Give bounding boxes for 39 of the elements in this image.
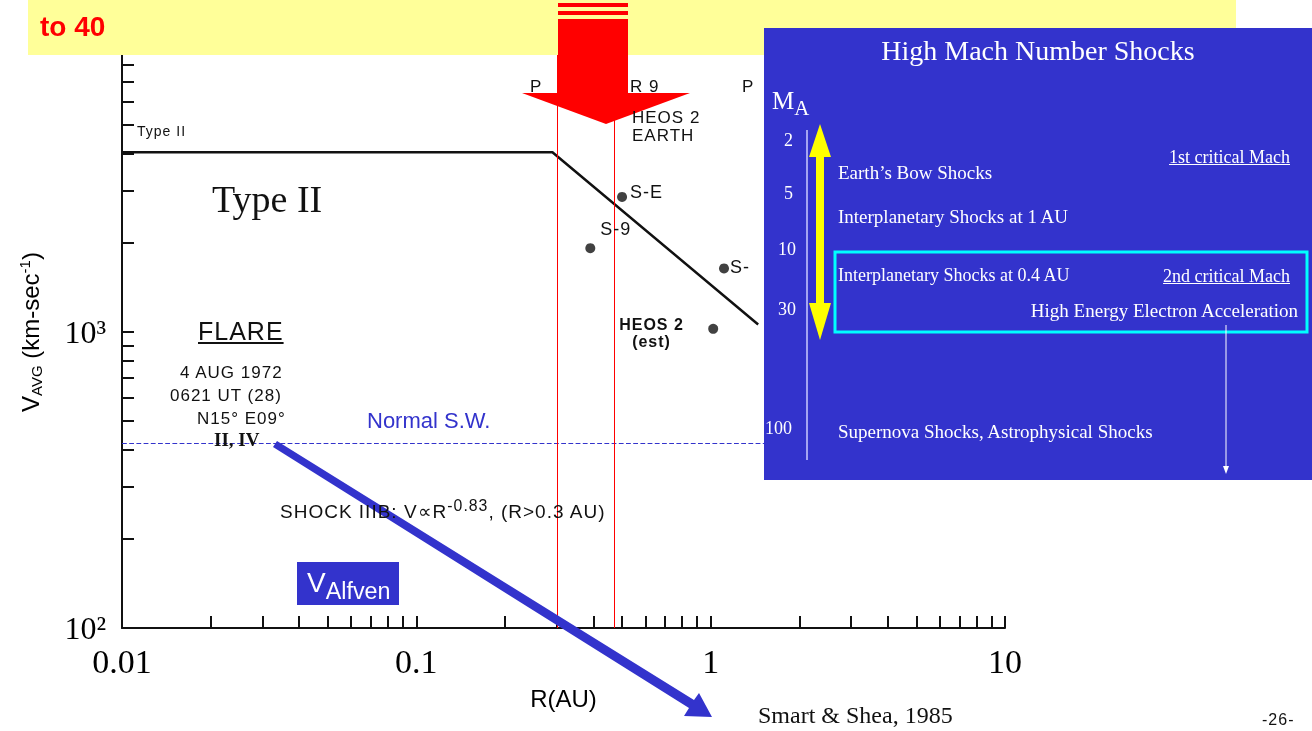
- annotation: M$_{A}$: [772, 87, 810, 120]
- annotation: II, IV: [214, 429, 260, 450]
- annotation: S-: [730, 257, 750, 278]
- annotation: Interplanetary Shocks at 0.4 AU: [838, 265, 1070, 285]
- annotation: S-E: [630, 181, 664, 202]
- annotation: Earth’s Bow Shocks: [838, 162, 993, 183]
- annotation: P: [742, 77, 755, 96]
- annotation: N15° E09°: [197, 409, 286, 428]
- annotation: 5: [784, 183, 793, 203]
- text: High Energy Electron Acceleration: [1030, 300, 1298, 321]
- annotation: Type II: [137, 123, 187, 139]
- annotation: 2: [784, 130, 793, 150]
- x-axis-title: R(AU): [530, 684, 597, 712]
- y-axis-title: VAVG (km-sec-1): [16, 252, 45, 412]
- annotation: V$_{Alfven}$: [297, 562, 399, 606]
- x-tick-label: 10: [988, 642, 1022, 680]
- text: 2nd critical Mach: [1163, 266, 1290, 286]
- annotation: Supernova Shocks, Astrophysical Shocks: [838, 421, 1153, 442]
- x-tick-label: 0.1: [395, 642, 438, 680]
- annotation: 0621 UT (28): [170, 386, 282, 405]
- annotation: 10: [778, 239, 796, 259]
- annotation: HEOS 2 EARTH: [632, 108, 701, 145]
- annotation: High Mach Number Shocks: [880, 35, 1196, 66]
- annotation: 100: [765, 418, 792, 438]
- annotation: R 9: [630, 77, 660, 96]
- annotation: HEOS 2 (est): [619, 315, 684, 351]
- y-tick-label: 10³: [64, 314, 106, 350]
- annotation: 30: [778, 299, 796, 319]
- annotation: P: [530, 77, 543, 96]
- chart-title: to 40: [40, 11, 106, 42]
- annotation: FLARE: [198, 317, 284, 345]
- text: -26-: [1262, 711, 1295, 729]
- text: Smart & Shea, 1985: [758, 702, 953, 729]
- x-tick-label: 1: [702, 642, 720, 680]
- annotation: 4 AUG 1972: [180, 363, 283, 382]
- ref-line-label: Normal S.W.: [367, 407, 491, 433]
- annotation: Type II: [212, 178, 323, 220]
- annotation: Interplanetary Shocks at 1 AU: [838, 206, 1069, 227]
- text: 1st critical Mach: [1169, 147, 1290, 167]
